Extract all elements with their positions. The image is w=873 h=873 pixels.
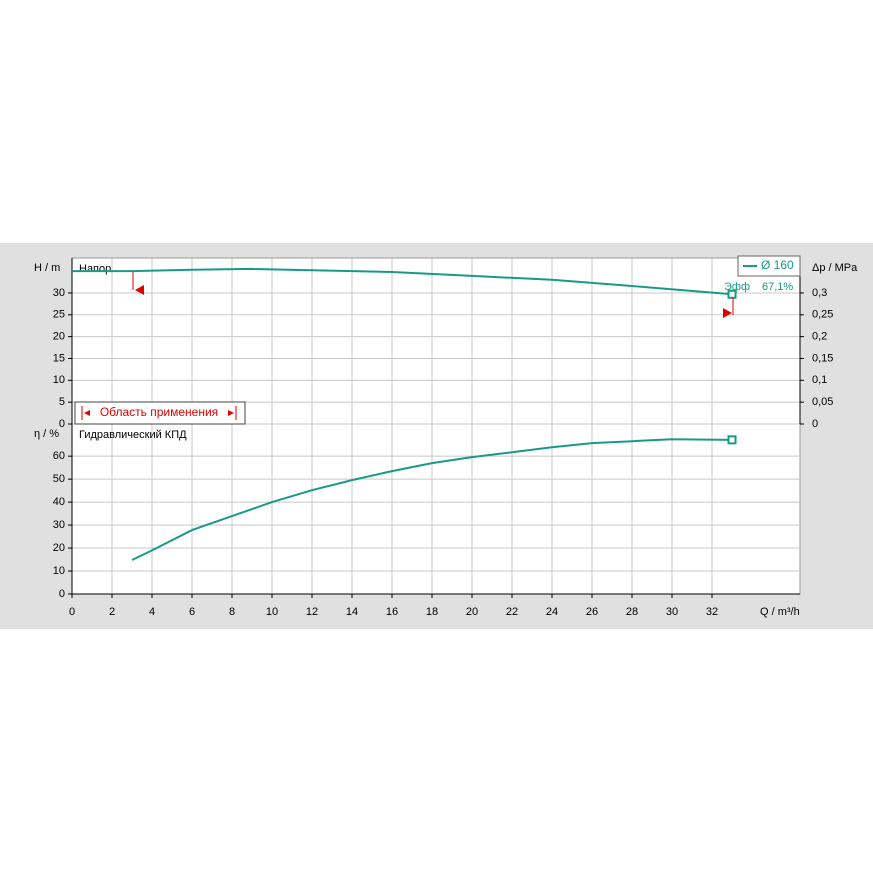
end-marker bbox=[727, 289, 737, 299]
y-tick-label: 10 bbox=[53, 374, 65, 386]
x-tick-label: 8 bbox=[229, 606, 235, 618]
y2-tick-label: 0,05 bbox=[812, 396, 833, 408]
y2-tick-label: 0,15 bbox=[812, 352, 833, 364]
x-tick-label: 32 bbox=[706, 606, 718, 618]
range-arrow bbox=[228, 410, 234, 416]
x-tick-label: 4 bbox=[149, 606, 155, 618]
y-tick-label: 0 bbox=[59, 418, 65, 430]
range-box bbox=[74, 401, 246, 425]
y-tick-label: 30 bbox=[53, 287, 65, 299]
y-tick-label: 20 bbox=[53, 542, 65, 554]
y-tick-label: 25 bbox=[53, 309, 65, 321]
range-label: Область применения bbox=[100, 405, 218, 419]
end-marker bbox=[727, 435, 737, 445]
x-tick-label: 0 bbox=[69, 606, 75, 618]
y-tick-label: 20 bbox=[53, 331, 65, 343]
x-tick-label: 14 bbox=[346, 606, 358, 618]
x-tick-label: 30 bbox=[666, 606, 678, 618]
x-tick-label: 16 bbox=[386, 606, 398, 618]
plot-area bbox=[71, 257, 801, 595]
curve bbox=[131, 438, 733, 561]
annotation: Эфф bbox=[724, 281, 750, 293]
x-axis-label: Q / m³/h bbox=[760, 606, 800, 618]
y2-tick-label: 0,2 bbox=[812, 331, 827, 343]
y-tick-label: 60 bbox=[53, 450, 65, 462]
y-tick-label: 50 bbox=[53, 473, 65, 485]
curve bbox=[72, 267, 733, 296]
x-tick-label: 2 bbox=[109, 606, 115, 618]
y-tick-label: 0 bbox=[59, 588, 65, 600]
y-tick-label: 15 bbox=[53, 352, 65, 364]
y-tick-label: 30 bbox=[53, 519, 65, 531]
y2-tick-label: 0,3 bbox=[812, 287, 827, 299]
legend-label: Ø 160 bbox=[761, 258, 794, 272]
x-tick-label: 10 bbox=[266, 606, 278, 618]
range-arrow bbox=[84, 410, 90, 416]
x-tick-label: 20 bbox=[466, 606, 478, 618]
x-tick-label: 12 bbox=[306, 606, 318, 618]
legend-box bbox=[737, 255, 801, 277]
x-tick-label: 18 bbox=[426, 606, 438, 618]
x-tick-label: 26 bbox=[586, 606, 598, 618]
y-tick-label: 5 bbox=[59, 396, 65, 408]
x-tick-label: 6 bbox=[189, 606, 195, 618]
y-axis-label: η / % bbox=[34, 428, 59, 440]
panel-title: Напор bbox=[79, 263, 111, 275]
panel-title: Гидравлический КПД bbox=[79, 429, 187, 441]
x-tick-label: 22 bbox=[506, 606, 518, 618]
y-tick-label: 10 bbox=[53, 565, 65, 577]
x-tick-label: 28 bbox=[626, 606, 638, 618]
annotation: 67,1% bbox=[762, 281, 793, 293]
range-marker bbox=[135, 285, 144, 295]
x-tick-label: 24 bbox=[546, 606, 558, 618]
y2-tick-label: 0 bbox=[812, 418, 818, 430]
y-axis-label: H / m bbox=[34, 262, 60, 274]
y2-tick-label: 0,25 bbox=[812, 309, 833, 321]
y2-tick-label: 0,1 bbox=[812, 374, 827, 386]
y2-axis-label: Δp / MPa bbox=[812, 262, 858, 274]
y-tick-label: 40 bbox=[53, 496, 65, 508]
range-marker bbox=[723, 308, 732, 318]
